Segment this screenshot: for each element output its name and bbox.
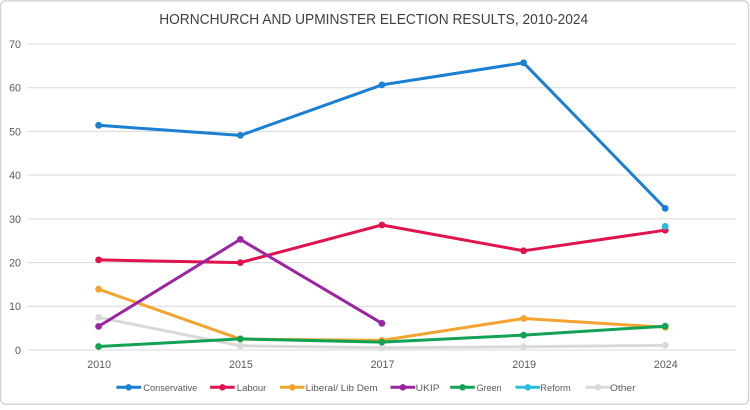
svg-text:UKIP: UKIP [416,383,440,394]
svg-text:20: 20 [9,258,21,270]
svg-text:40: 40 [9,170,21,182]
svg-text:2015: 2015 [229,359,253,371]
svg-text:2024: 2024 [654,359,678,371]
svg-text:Reform: Reform [540,383,571,394]
svg-text:Labour: Labour [237,383,267,394]
svg-text:60: 60 [9,83,21,95]
svg-text:Green: Green [477,383,502,394]
svg-text:HORNCHURCH AND UPMINSTER ELECT: HORNCHURCH AND UPMINSTER ELECTION RESULT… [159,12,588,28]
svg-text:2017: 2017 [371,359,395,371]
svg-text:Other: Other [610,383,636,394]
svg-text:Conservative: Conservative [143,383,197,394]
svg-text:0: 0 [15,345,21,357]
svg-text:10: 10 [9,301,21,313]
svg-text:50: 50 [9,126,21,138]
svg-text:2019: 2019 [512,359,536,371]
svg-text:2010: 2010 [87,359,111,371]
svg-text:Liberal/ Lib Dem: Liberal/ Lib Dem [306,383,378,394]
svg-text:70: 70 [9,39,21,51]
svg-text:30: 30 [9,214,21,226]
